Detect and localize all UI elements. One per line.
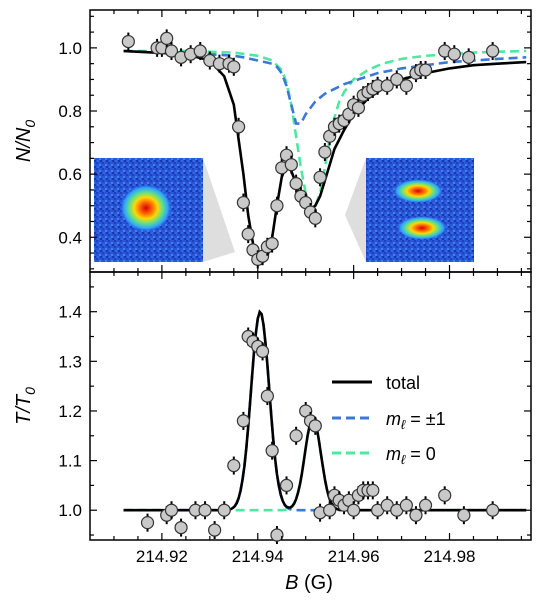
top-data-point <box>462 50 476 64</box>
bottom-data-point <box>409 508 423 522</box>
bottom-data-point <box>366 483 380 497</box>
bottom-data-point <box>265 444 279 458</box>
bottom-y-tick-label: 1.4 <box>58 303 82 322</box>
bottom-data-point <box>289 429 303 443</box>
bottom-data-point <box>438 488 452 502</box>
bottom-data-point <box>236 414 250 428</box>
top-y-tick-label: 0.6 <box>58 165 82 184</box>
top-data-point <box>308 211 322 225</box>
bottom-curve-m-0 <box>123 416 527 512</box>
bottom-y-tick-label: 1.3 <box>58 352 82 371</box>
x-tick-label: 214.94 <box>232 547 284 566</box>
x-tick-label: 214.92 <box>136 547 188 566</box>
bottom-data-point <box>418 498 433 512</box>
bottom-plot-frame <box>89 271 532 541</box>
top-data-point <box>313 170 327 184</box>
bottom-data-point <box>174 520 188 535</box>
top-data-point <box>231 120 246 134</box>
top-data-point <box>418 63 433 77</box>
top-curve-m-0 <box>123 49 527 207</box>
inset-left-connector <box>203 158 235 262</box>
bottom-data-point <box>308 419 322 433</box>
bottom-y-tick-label: 1.1 <box>58 452 82 471</box>
top-data-point <box>284 158 298 172</box>
top-data-point <box>380 79 394 93</box>
top-data-point <box>486 44 500 58</box>
bottom-data-point <box>270 528 284 542</box>
bottom-y-tick-label: 1.0 <box>58 501 82 520</box>
inset-right-connector <box>345 158 366 262</box>
top-data-point <box>447 47 461 61</box>
inset-right-cloud-upper <box>393 179 443 203</box>
bottom-ylabel: T/T0 <box>13 387 38 425</box>
bottom-curves <box>123 309 527 512</box>
top-data-point <box>289 177 303 191</box>
top-data-point <box>241 227 255 241</box>
legend-label-total: total <box>386 373 420 393</box>
bottom-y-tick-label: 1.2 <box>58 402 82 421</box>
top-data-point <box>318 145 332 159</box>
top-data-point <box>193 44 207 58</box>
top-y-tick-label: 0.8 <box>58 102 82 121</box>
bottom-data-point <box>279 478 294 493</box>
top-y-tick-label: 1.0 <box>58 39 82 58</box>
bottom-data-point <box>255 344 270 359</box>
bottom-data-point <box>217 503 231 517</box>
x-tick-label: 214.98 <box>424 547 476 566</box>
bottom-data-point <box>198 503 212 517</box>
x-tick-label: 214.96 <box>328 547 380 566</box>
bottom-data-point <box>140 516 155 530</box>
x-axis-label: B (G) <box>285 572 333 594</box>
top-data-point <box>351 101 366 115</box>
bottom-data-point <box>347 503 361 517</box>
bottom-curve-total <box>123 309 527 512</box>
top-data-point <box>236 195 250 210</box>
legend: total mℓ = ±1 mℓ = 0 <box>332 373 446 467</box>
top-y-tick-label: 0.4 <box>58 228 82 247</box>
legend-label-m-pm1: mℓ = ±1 <box>386 409 446 432</box>
inset-left: single-cloud-absorption-image <box>94 158 235 262</box>
bottom-data-point <box>164 503 179 517</box>
bottom-data-point <box>323 503 337 517</box>
bottom-points <box>140 327 500 545</box>
inset-left-cloud <box>120 184 172 232</box>
bottom-data-point <box>457 508 471 522</box>
top-data-point <box>390 72 404 87</box>
top-data-point <box>227 60 241 74</box>
bottom-data-point <box>208 523 222 537</box>
top-ylabel: N/N0 <box>13 120 38 162</box>
top-data-point <box>164 44 179 58</box>
top-points <box>121 29 500 269</box>
top-data-point <box>399 79 413 93</box>
inset-right: double-cloud-absorption-image <box>345 158 474 262</box>
bottom-data-point <box>399 498 413 512</box>
top-data-point <box>270 199 284 213</box>
inset-right-cloud-lower <box>397 216 447 240</box>
top-data-point <box>160 31 174 46</box>
bottom-data-point <box>227 458 241 473</box>
legend-label-m-0: mℓ = 0 <box>386 444 436 467</box>
bottom-data-point <box>260 389 274 403</box>
inset-right-background <box>366 158 474 262</box>
top-data-point <box>265 236 279 251</box>
bottom-data-point <box>486 503 500 517</box>
axis-ticks: 214.92 214.94 214.96 214.98 0.4 0.6 0.8 1.0 1.0 1… <box>58 10 531 566</box>
top-data-point <box>121 34 135 49</box>
